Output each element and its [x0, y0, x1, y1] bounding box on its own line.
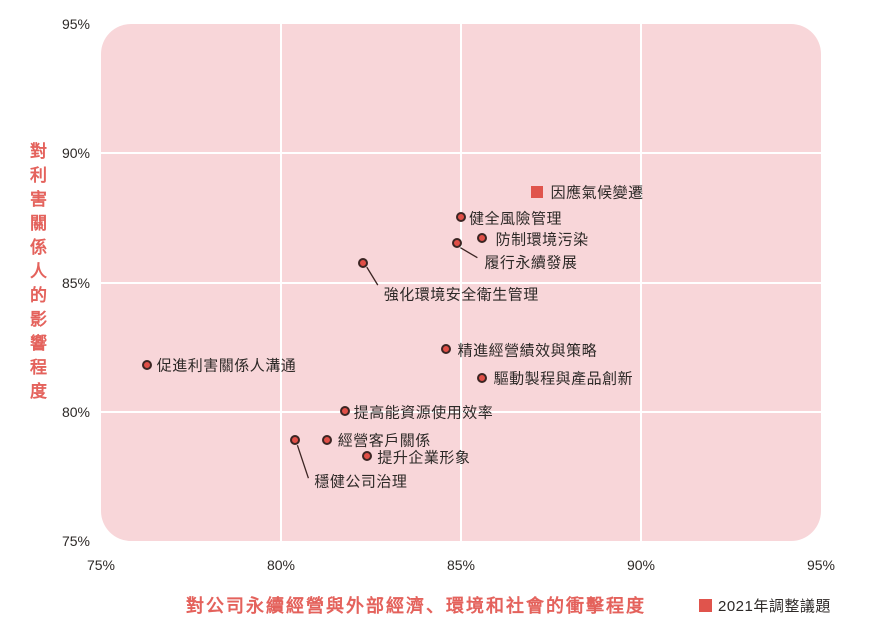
- data-point-label: 提升企業形象: [377, 449, 471, 467]
- legend-label: 2021年調整議題: [718, 598, 831, 615]
- data-point-label: 促進利害關係人溝通: [156, 357, 297, 375]
- data-point-label: 因應氣候變遷: [550, 184, 644, 202]
- data-point-circle-icon: [451, 238, 462, 249]
- data-point-circle-icon: [477, 372, 488, 383]
- x-tick-label: 90%: [626, 557, 656, 573]
- data-point-label: 提高能資源使用效率: [353, 404, 494, 422]
- data-point-circle-icon: [289, 434, 300, 445]
- data-point-label: 精進經營績效與策略: [457, 342, 598, 360]
- grid-line-vertical: [640, 24, 642, 541]
- legend: 2021年調整議題: [699, 595, 831, 616]
- x-axis-title: 對公司永續經營與外部經濟、環境和社會的衝擊程度: [186, 596, 646, 616]
- y-tick-label: 80%: [61, 403, 90, 420]
- data-point-label: 強化環境安全衛生管理: [383, 286, 539, 304]
- data-point-circle-icon: [322, 434, 333, 445]
- data-point-circle-icon: [441, 344, 452, 355]
- data-point-circle-icon: [358, 257, 369, 268]
- data-point-circle-icon: [361, 451, 372, 462]
- x-tick-label: 80%: [266, 557, 296, 573]
- y-tick-label: 90%: [61, 145, 90, 162]
- data-point-label: 驅動製程與產品創新: [493, 370, 634, 388]
- x-tick-label: 85%: [446, 557, 476, 573]
- data-point-label: 穩健公司治理: [314, 473, 408, 491]
- y-tick-label: 95%: [61, 16, 90, 32]
- legend-square-icon: [699, 599, 712, 612]
- data-point-circle-icon: [477, 233, 488, 244]
- grid-line-horizontal: [101, 281, 821, 284]
- grid-line-horizontal: [101, 152, 821, 155]
- y-axis-title: 對利害關係人的影響程度: [27, 142, 46, 406]
- data-point-label: 健全風險管理: [469, 210, 563, 228]
- y-tick-label: 75%: [61, 533, 90, 549]
- data-point-circle-icon: [455, 212, 466, 223]
- x-tick-label: 75%: [86, 557, 116, 573]
- data-point-circle-icon: [340, 406, 351, 417]
- plot-area: [101, 24, 821, 541]
- data-point-label: 履行永續發展: [484, 254, 578, 272]
- y-tick-label: 85%: [61, 274, 90, 291]
- data-point-label: 經營客戶關係: [337, 432, 431, 450]
- data-point-square-icon: [530, 186, 543, 199]
- data-point-circle-icon: [142, 359, 153, 370]
- x-tick-label: 95%: [806, 557, 836, 573]
- data-point-label: 防制環境污染: [495, 231, 589, 249]
